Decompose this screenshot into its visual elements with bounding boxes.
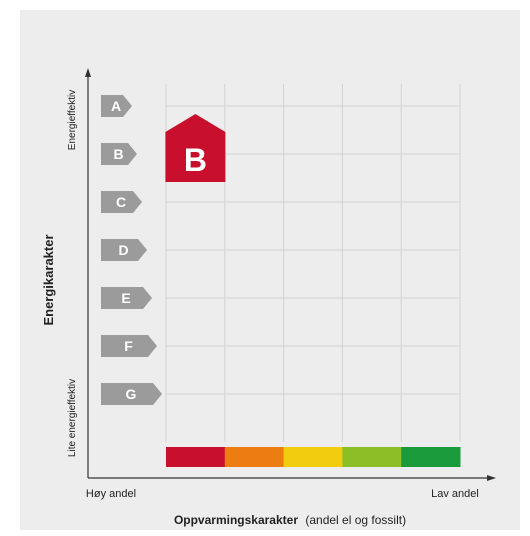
heating-scale-segment-4 — [342, 447, 402, 467]
energy-grade-arrows: A B C D E F G — [101, 95, 162, 405]
grade-arrow-a — [101, 95, 132, 117]
grade-arrow-b — [101, 143, 137, 165]
x-axis-title-bold: Oppvarmingskarakter — [174, 513, 298, 527]
y-axis-arrow — [85, 68, 91, 77]
y-bottom-label: Lite energieffektiv — [67, 379, 78, 457]
grade-arrow-e — [101, 287, 152, 309]
rating-house-shape — [165, 114, 226, 182]
grade-label-f: F — [124, 338, 133, 354]
heating-scale-segment-5 — [401, 447, 461, 467]
x-axis-title-rest: (andel el og fossilt) — [305, 513, 406, 527]
grade-label-b: B — [113, 146, 123, 162]
y-axis-title: Energikarakter — [41, 234, 56, 325]
grade-label-c: C — [116, 194, 126, 210]
grade-label-d: D — [118, 242, 128, 258]
grade-arrow-g — [101, 383, 162, 405]
heating-scale-segment-1 — [166, 447, 226, 467]
y-top-label: Energieffektiv — [67, 90, 78, 150]
heating-scale-segment-2 — [224, 447, 285, 467]
grade-label-e: E — [121, 290, 130, 306]
grade-label-g: G — [126, 386, 137, 402]
axes — [85, 68, 496, 481]
heating-color-scale — [166, 447, 461, 467]
grade-label-a: A — [111, 98, 121, 114]
x-left-label: Høy andel — [86, 488, 136, 500]
heating-scale-segment-3 — [283, 447, 343, 467]
x-axis-title: Oppvarmingskarakter (andel el og fossilt… — [174, 513, 406, 527]
x-axis-arrow — [487, 475, 496, 481]
x-right-label: Lav andel — [431, 488, 479, 500]
rating-grade-label: B — [184, 142, 207, 178]
grade-arrow-f — [101, 335, 157, 357]
grade-arrow-d — [101, 239, 147, 261]
rating-badge: B — [165, 114, 226, 182]
grade-arrow-c — [101, 191, 142, 213]
